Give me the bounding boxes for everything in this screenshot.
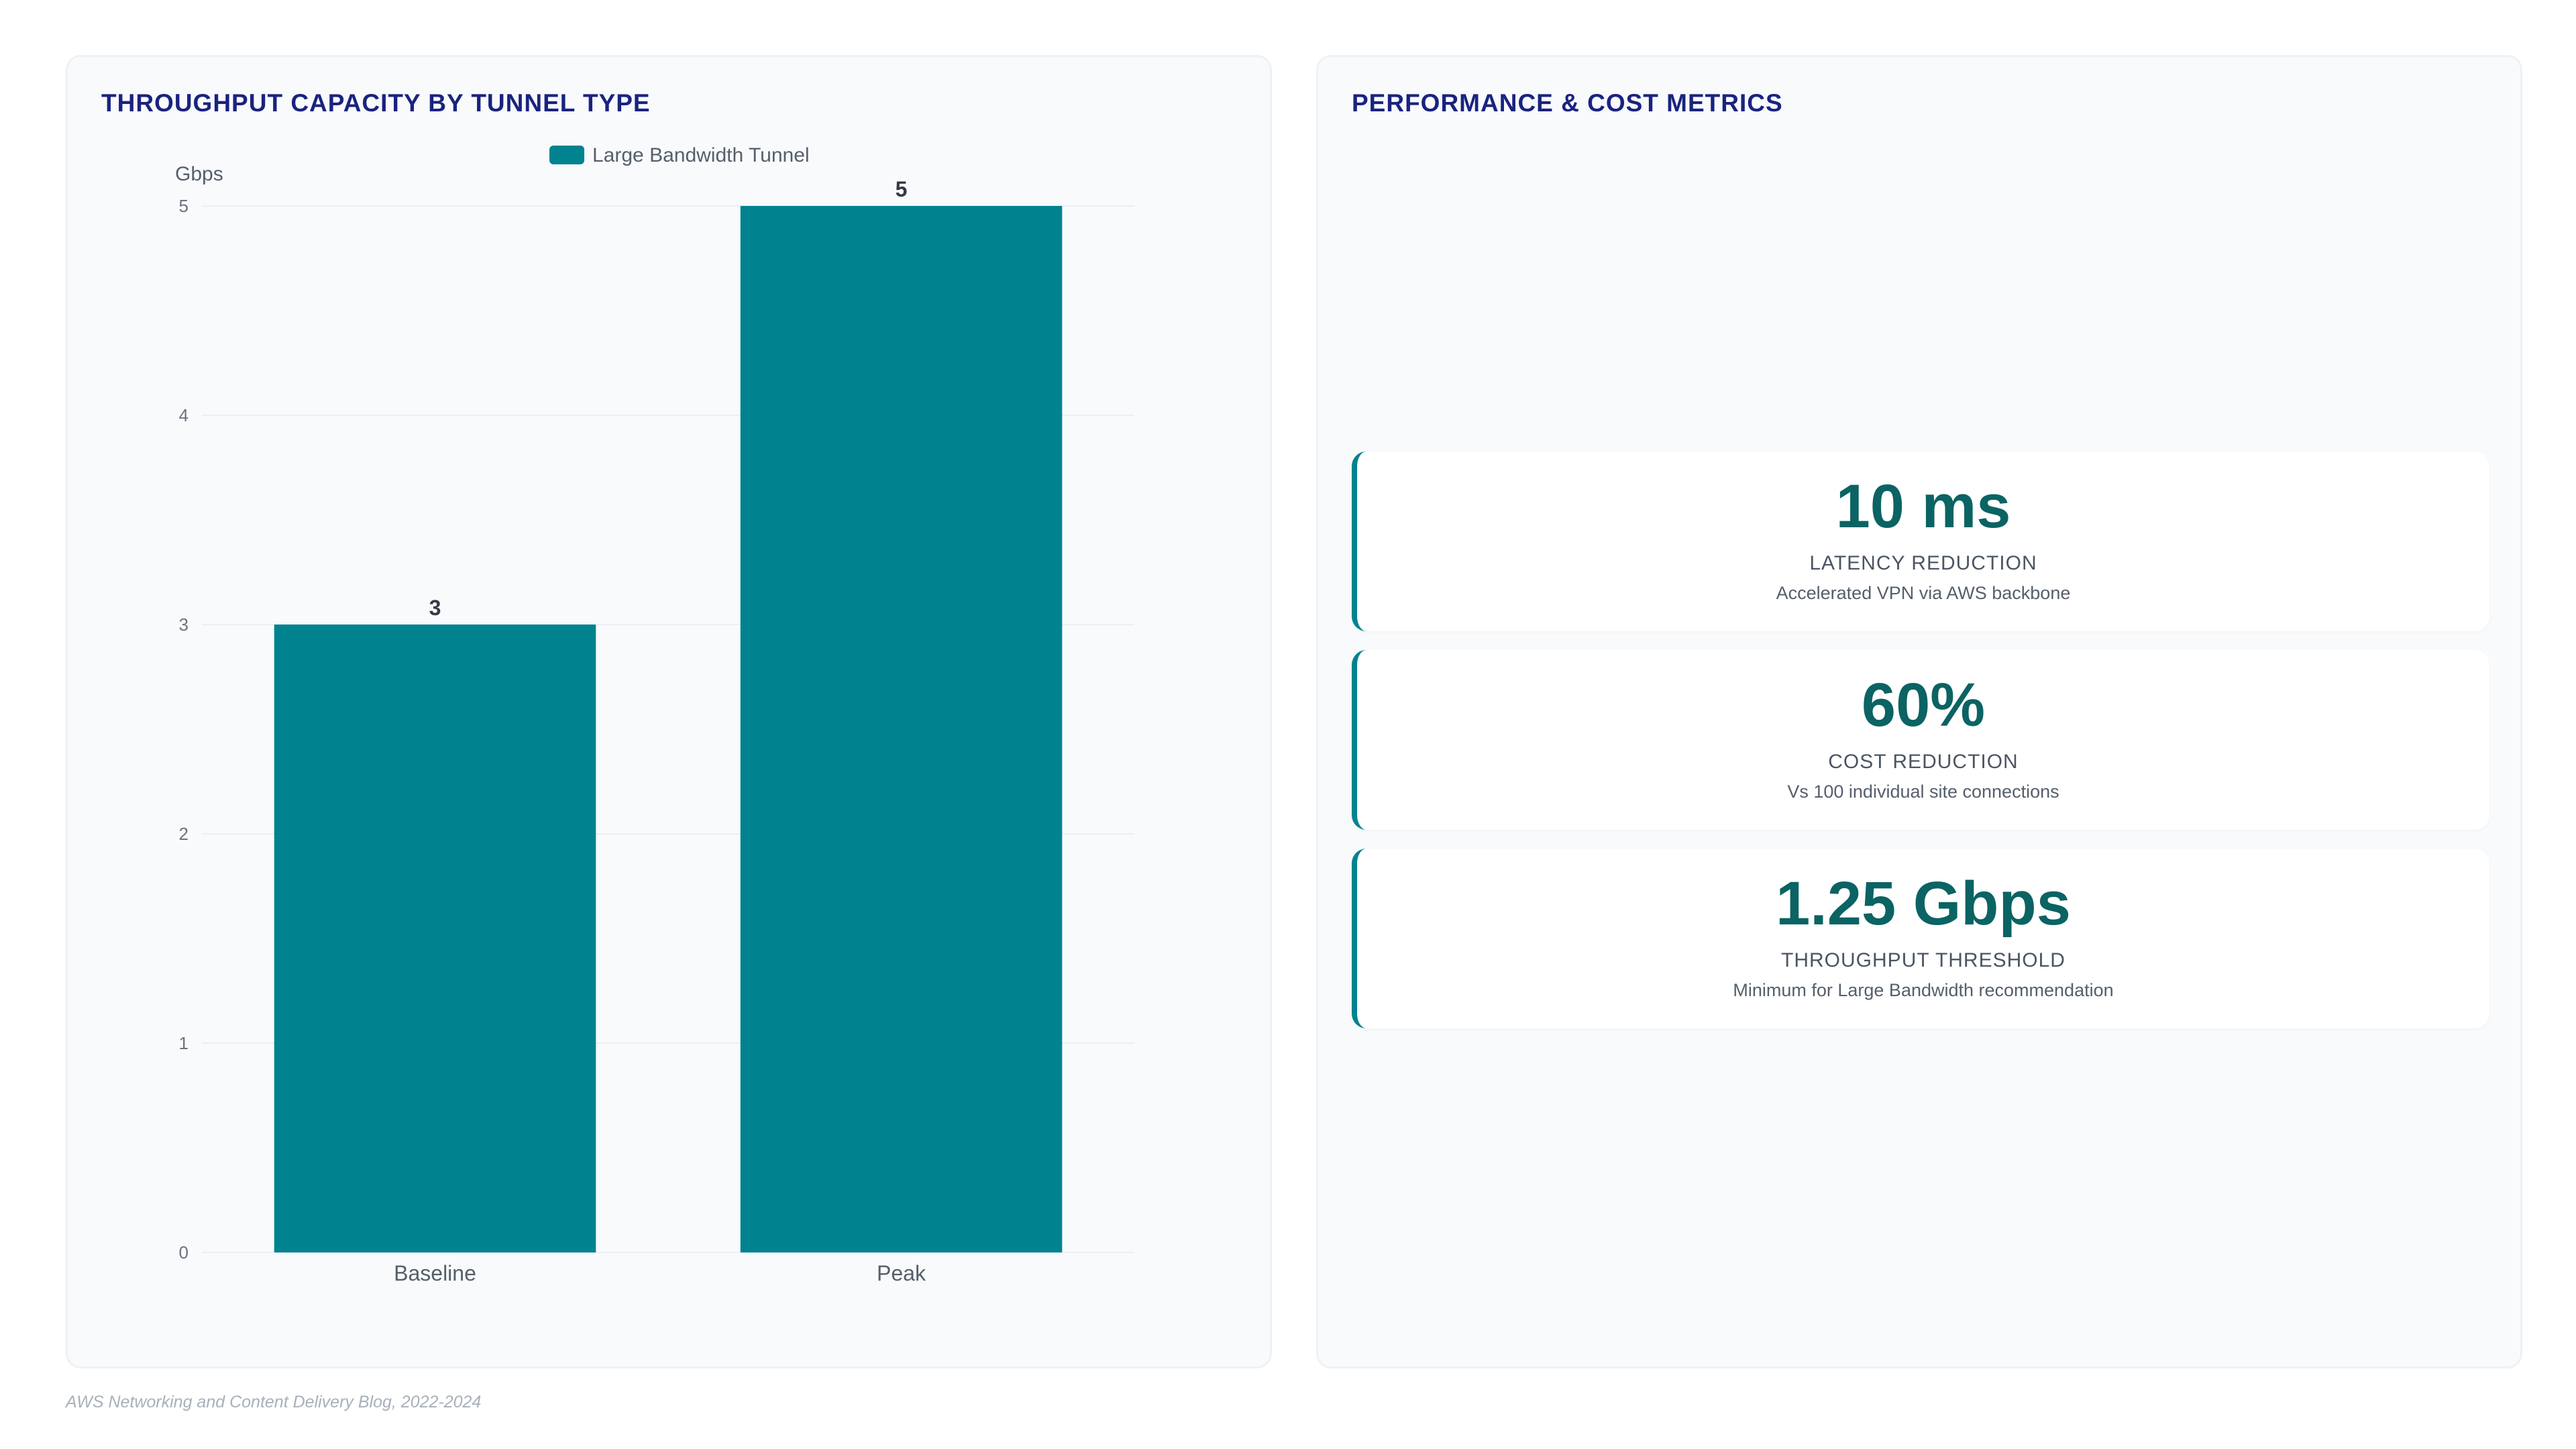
- metric-value: 10 ms: [1835, 472, 2011, 541]
- metric-card-throughput: 1.25 Gbps THROUGHPUT THRESHOLD Minimum f…: [1352, 849, 2489, 1028]
- y-tick-label: 0: [179, 1242, 189, 1263]
- y-axis-label: Gbps: [175, 163, 223, 185]
- metric-value: 60%: [1861, 671, 1986, 739]
- legend-swatch: [549, 146, 584, 164]
- y-tick-label: 5: [179, 196, 189, 216]
- throughput-chart-panel: THROUGHPUT CAPACITY BY TUNNEL TYPE 0 1 2 3 4…: [66, 55, 1272, 1368]
- chart-panel-title: THROUGHPUT CAPACITY BY TUNNEL TYPE: [101, 89, 651, 117]
- bar-peak: [740, 206, 1063, 1252]
- y-tick-label: 1: [179, 1033, 189, 1053]
- source-footnote: AWS Networking and Content Delivery Blog…: [66, 1393, 482, 1411]
- y-tick-label: 4: [179, 405, 189, 425]
- metric-label: THROUGHPUT THRESHOLD: [1781, 949, 2065, 971]
- bar-baseline: [274, 625, 596, 1252]
- metrics-panel: PERFORMANCE & COST METRICS 10 ms LATENCY…: [1316, 55, 2522, 1368]
- legend-label: Large Bandwidth Tunnel: [592, 144, 810, 166]
- bar-data-label: 3: [429, 596, 441, 620]
- y-tick-label: 2: [179, 824, 189, 844]
- metric-description: Vs 100 individual site connections: [1787, 782, 2059, 802]
- metric-value: 1.25 Gbps: [1776, 869, 2071, 938]
- x-tick-label: Baseline: [394, 1261, 476, 1285]
- x-tick-label: Peak: [877, 1261, 926, 1285]
- metric-card-cost: 60% COST REDUCTION Vs 100 individual sit…: [1352, 650, 2489, 830]
- bar-data-label: 5: [896, 177, 908, 201]
- metric-label: LATENCY REDUCTION: [1809, 552, 2037, 574]
- metrics-panel-title: PERFORMANCE & COST METRICS: [1352, 89, 1783, 117]
- metric-card-latency: 10 ms LATENCY REDUCTION Accelerated VPN …: [1352, 451, 2489, 631]
- throughput-bar-chart: 0 1 2 3 4 5 Gbps Large Bandwidth Tunnel 3 Baselin…: [175, 144, 1134, 1285]
- metric-label: COST REDUCTION: [1828, 751, 2019, 773]
- metric-description: Minimum for Large Bandwidth recommendati…: [1733, 980, 2114, 1000]
- y-tick-label: 3: [179, 614, 189, 635]
- metric-description: Accelerated VPN via AWS backbone: [1776, 583, 2071, 603]
